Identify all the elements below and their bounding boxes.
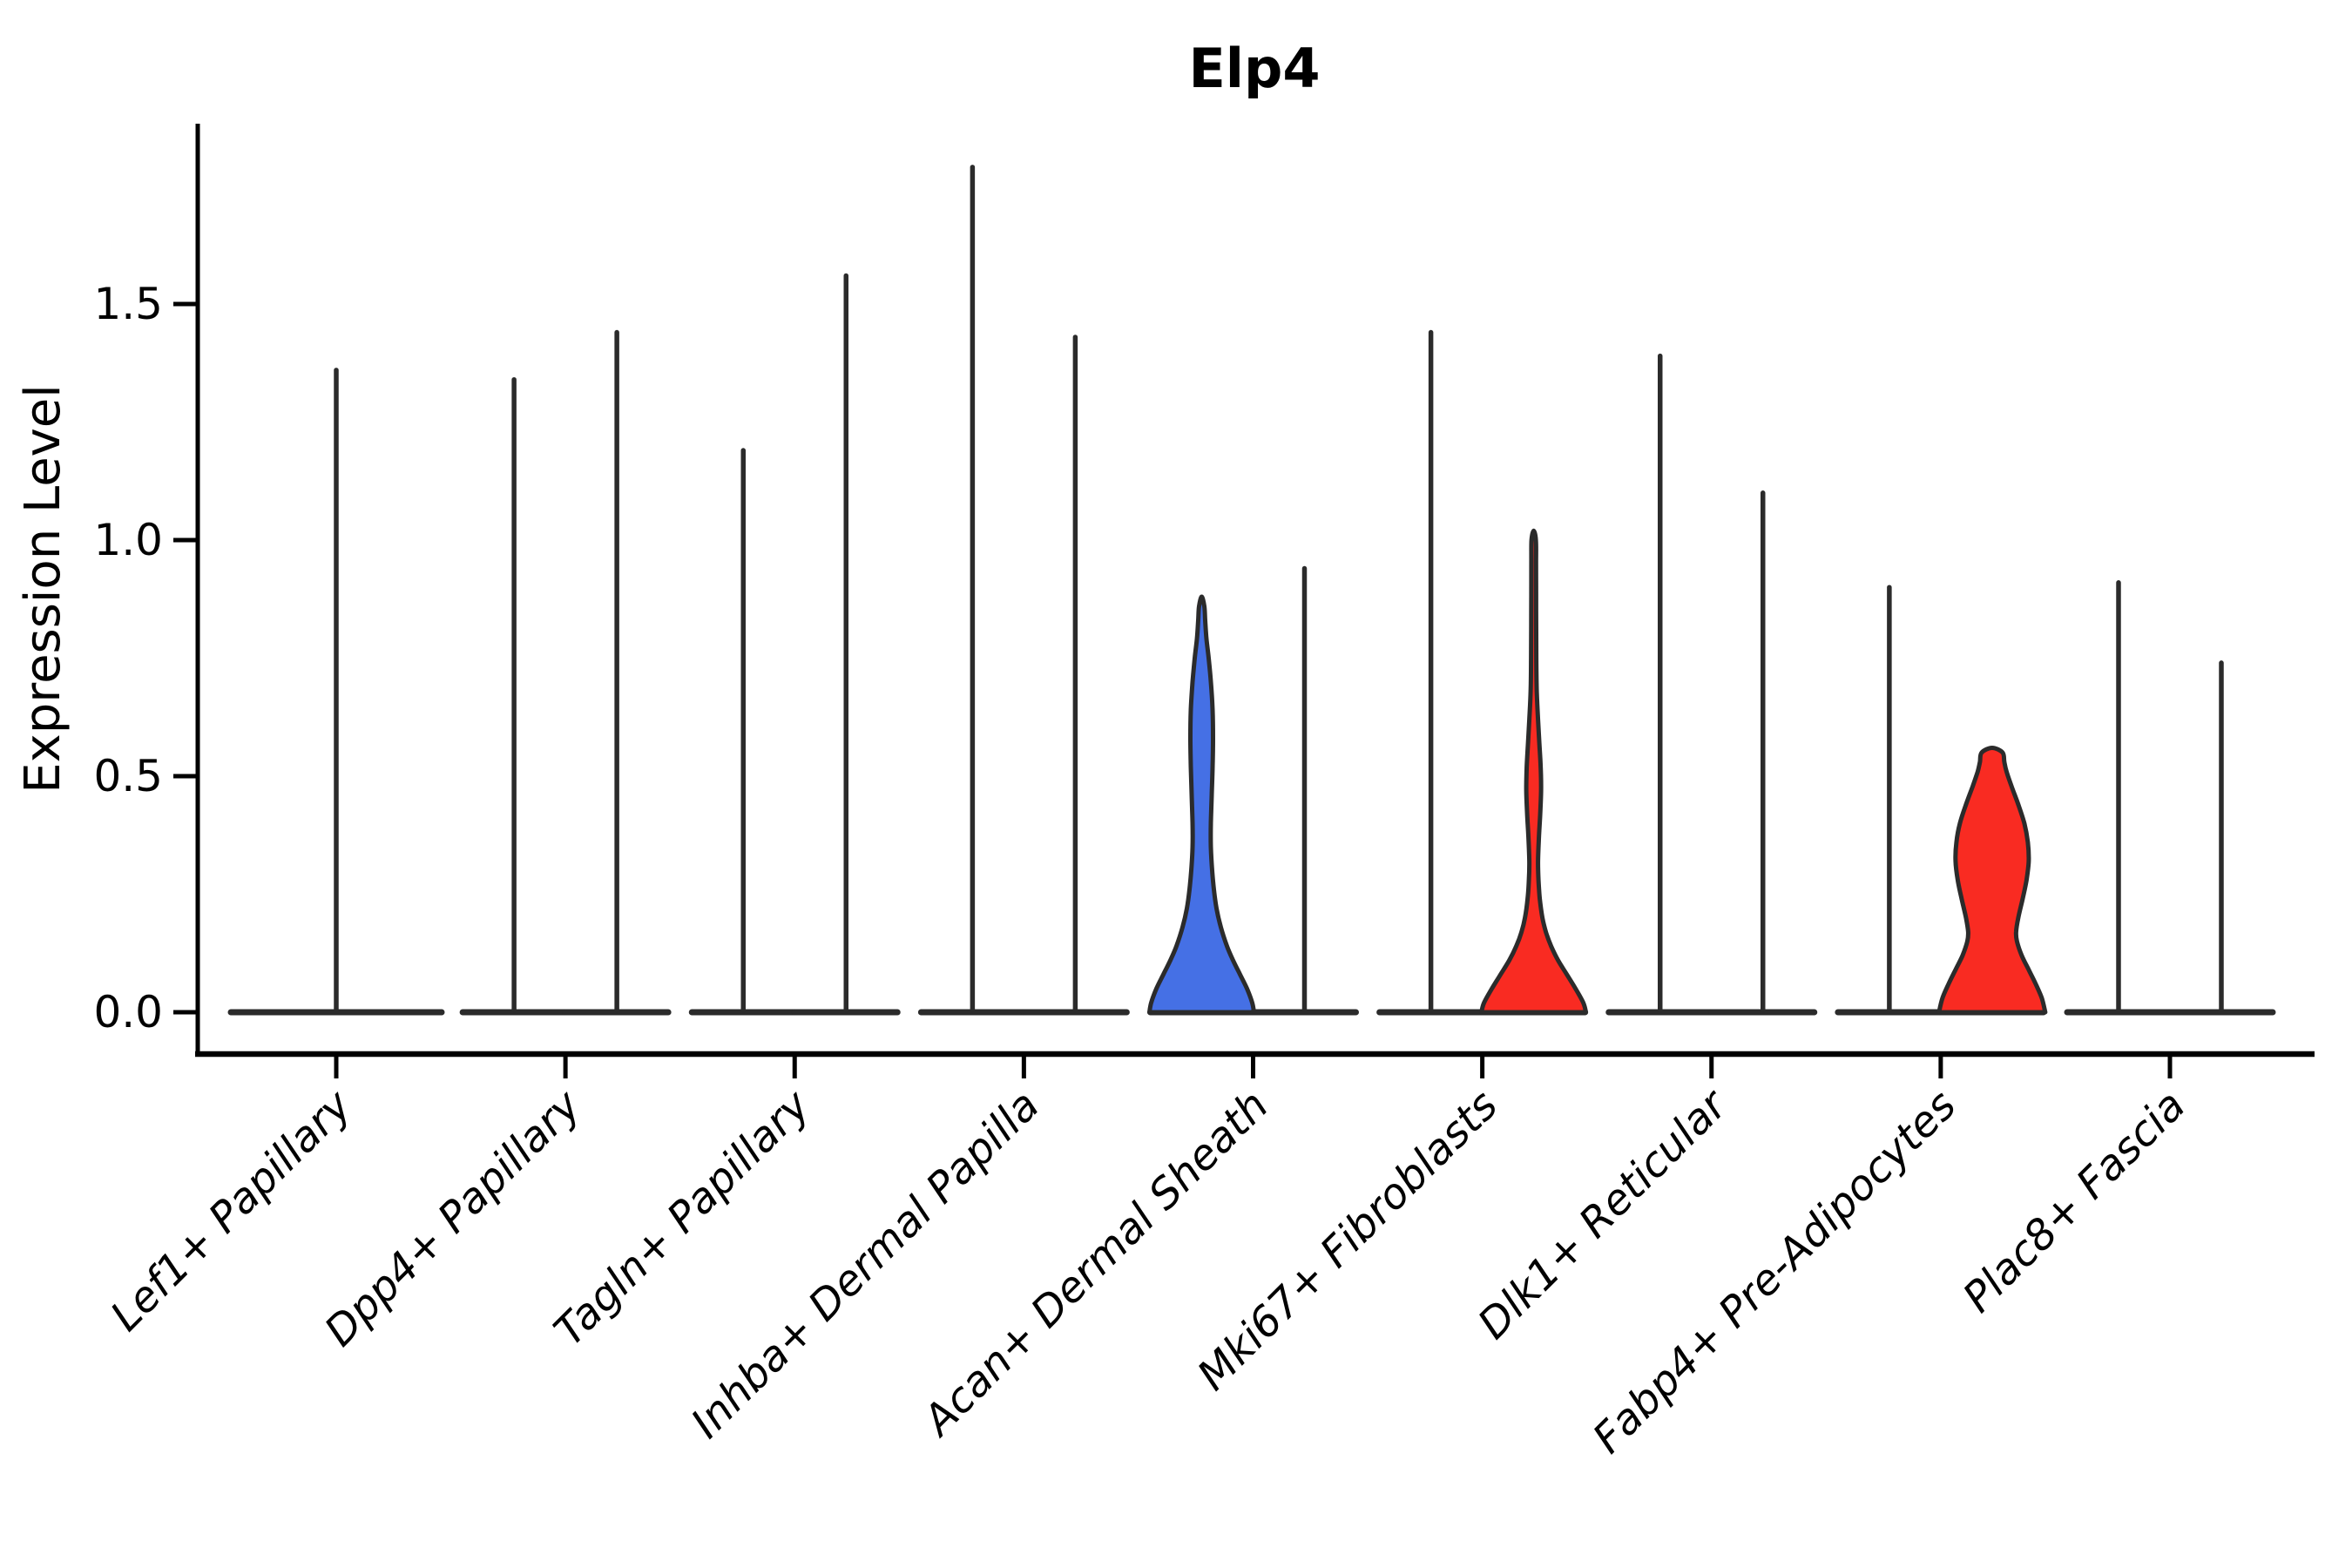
x-tick-label: Tagln+ Papillary [545, 1080, 821, 1355]
x-tick-label: Fabp4+ Pre-Adipocytes [1584, 1081, 1966, 1463]
violin-5-left-body [1147, 594, 1256, 1015]
y-tick-label: 1.0 [93, 515, 163, 565]
plot-title: Elp4 [1188, 37, 1320, 100]
y-tick-label: 0.0 [93, 987, 163, 1037]
y-axis-label: Expression Level [15, 384, 71, 794]
x-tick-label: Dlk1+ Reticular [1469, 1079, 1739, 1349]
x-tick-label: Lef1+ Papillary [101, 1080, 362, 1341]
y-tick-label: 0.5 [93, 751, 163, 801]
y-tick-label: 1.5 [93, 279, 163, 329]
violins-group [227, 165, 2276, 1016]
x-tick-label: Plac8+ Fascia [1954, 1081, 2195, 1322]
violin-8-right-body [1936, 746, 2048, 1015]
y-axis-ticks: 0.0 0.5 1.0 1.5 [93, 279, 198, 1037]
x-tick-label: Dpp4+ Papillary [315, 1080, 591, 1355]
violin-6-right-body [1479, 528, 1589, 1015]
